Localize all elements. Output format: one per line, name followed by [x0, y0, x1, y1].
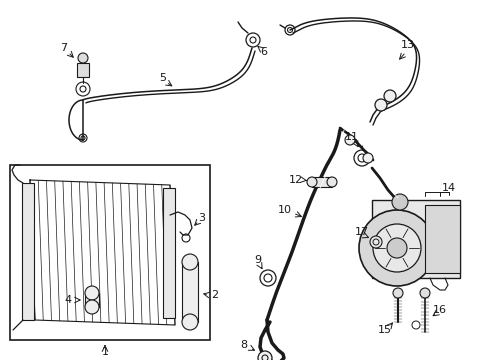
Circle shape — [362, 153, 372, 163]
Circle shape — [392, 288, 402, 298]
Text: 8: 8 — [240, 340, 247, 350]
Polygon shape — [30, 180, 175, 325]
Text: 16: 16 — [432, 305, 446, 315]
Text: 12: 12 — [288, 175, 303, 185]
Bar — [311, 177, 331, 187]
Text: 6: 6 — [260, 47, 267, 57]
Circle shape — [383, 90, 395, 102]
Text: 10: 10 — [278, 205, 291, 215]
Text: 1: 1 — [102, 347, 108, 357]
Text: 17: 17 — [354, 227, 368, 237]
Circle shape — [85, 300, 99, 314]
Circle shape — [85, 286, 99, 300]
Bar — [163, 188, 175, 318]
Text: 3: 3 — [198, 213, 205, 223]
Text: 9: 9 — [254, 255, 261, 265]
Circle shape — [345, 135, 354, 145]
Circle shape — [374, 99, 386, 111]
Circle shape — [419, 288, 429, 298]
Text: 13: 13 — [400, 40, 414, 50]
Bar — [182, 262, 198, 322]
Text: 15: 15 — [377, 325, 391, 335]
Text: 2: 2 — [211, 290, 218, 300]
Bar — [22, 183, 34, 320]
Bar — [424, 205, 459, 273]
Circle shape — [306, 177, 316, 187]
Circle shape — [386, 238, 406, 258]
Circle shape — [358, 210, 434, 286]
Circle shape — [258, 351, 271, 360]
Circle shape — [369, 236, 381, 248]
Bar — [85, 293, 99, 307]
Text: 11: 11 — [345, 132, 358, 142]
Text: 14: 14 — [441, 183, 455, 193]
Text: 5: 5 — [159, 73, 166, 83]
Circle shape — [326, 177, 336, 187]
Text: 4: 4 — [64, 295, 71, 305]
Bar — [10, 165, 209, 340]
Circle shape — [372, 224, 420, 272]
Circle shape — [78, 53, 88, 63]
Text: 7: 7 — [61, 43, 67, 53]
Bar — [371, 200, 459, 278]
Bar — [77, 63, 89, 77]
Circle shape — [182, 314, 198, 330]
Circle shape — [182, 254, 198, 270]
Circle shape — [391, 194, 407, 210]
